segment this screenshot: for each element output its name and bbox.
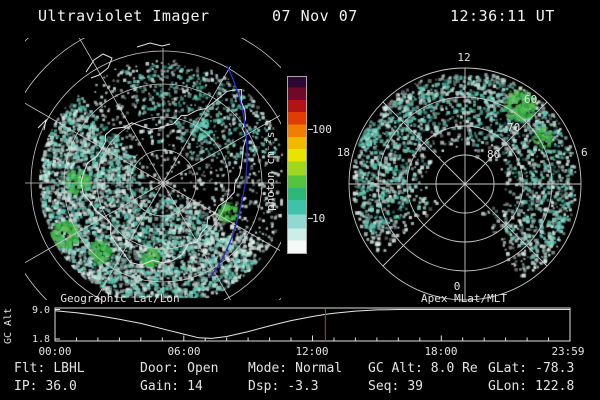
status-gcalt: GC Alt: 8.0 Re [368,361,478,376]
gc-alt-curve [54,309,570,339]
status-dsp-value: -3.3 [287,379,319,394]
strip-xtick-0600: 06:00 [167,345,201,358]
apex-grid [348,67,582,301]
status-glon: GLon: 122.8 [488,379,574,394]
status-gain-value: 14 [187,379,203,394]
time-label: 12:36:11 UT [450,7,555,25]
coast-fragment [136,42,171,48]
status-door: Door: Open [140,361,218,376]
colorbar-tick-100: 100 [312,123,332,136]
status-glon-label: GLon: [488,379,528,394]
strip-y-axis-title: GC Alt [3,307,14,345]
strip-xtick-2359: 23:59 [551,345,585,358]
status-glat-label: GLat: [488,361,528,376]
status-glon-value: 122.8 [535,379,575,394]
app-title: Ultraviolet Imager [38,7,210,25]
status-dsp: Dsp: -3.3 [248,379,319,394]
status-glat-value: -78.3 [535,361,575,376]
coast-fragment [85,53,113,79]
status-flt-label: Flt: [14,361,46,376]
strip-ytick-bottom: 1.8 [31,334,50,345]
strip-xtick-1200: 12:00 [295,345,329,358]
status-gain: Gain: 14 [140,379,203,394]
mlt-label-12: 12 [457,51,471,64]
colorbar-tick-10: 10 [312,212,326,225]
status-mode-value: Normal [295,361,343,376]
apex-panel-caption: Apex MLat/MLT [420,292,508,305]
status-door-label: Door: [140,361,180,376]
date-label: 07 Nov 07 [272,7,358,25]
colorbar-gradient [287,76,307,254]
strip-ytick-top: 9.0 [31,305,50,316]
geo-grid [25,38,281,300]
status-mode: Mode: Normal [248,361,342,376]
status-ip: IP: 36.0 [14,379,77,394]
mlt-label-0: 0 [453,280,461,293]
mlt-label-6: 6 [581,146,588,159]
coast-fragment [37,118,47,131]
colorbar-units-label: photon cm⁻²s⁻¹ [264,118,277,212]
gc-alt-strip [54,307,571,342]
status-gcalt-label: GC Alt: [368,361,423,376]
status-glat: GLat: -78.3 [488,361,574,376]
status-gcalt-value: 8.0 Re [430,361,478,376]
antarctica-coastline [80,88,248,266]
status-ip-label: IP: [14,379,38,394]
status-seq-label: Seq: [368,379,400,394]
strip-xtick-1800: 18:00 [424,345,458,358]
status-seq: Seq: 39 [368,379,423,394]
status-mode-label: Mode: [248,361,288,376]
status-ip-value: 36.0 [45,379,77,394]
mlat-label-70: 70 [507,121,521,134]
status-flt-value: LBHL [53,361,85,376]
mlat-label-60: 60 [524,93,538,106]
status-seq-value: 39 [407,379,423,394]
mlt-label-18: 18 [336,146,350,159]
status-dsp-label: Dsp: [248,379,280,394]
geo-panel-caption: Geographic Lat/Lon [60,292,180,305]
orbit-track [208,65,248,279]
status-flt: Flt: LBHL [14,361,85,376]
status-door-value: Open [187,361,219,376]
mlat-label-80: 80 [487,148,501,161]
status-gain-label: Gain: [140,379,180,394]
strip-xtick-0000: 00:00 [38,345,72,358]
